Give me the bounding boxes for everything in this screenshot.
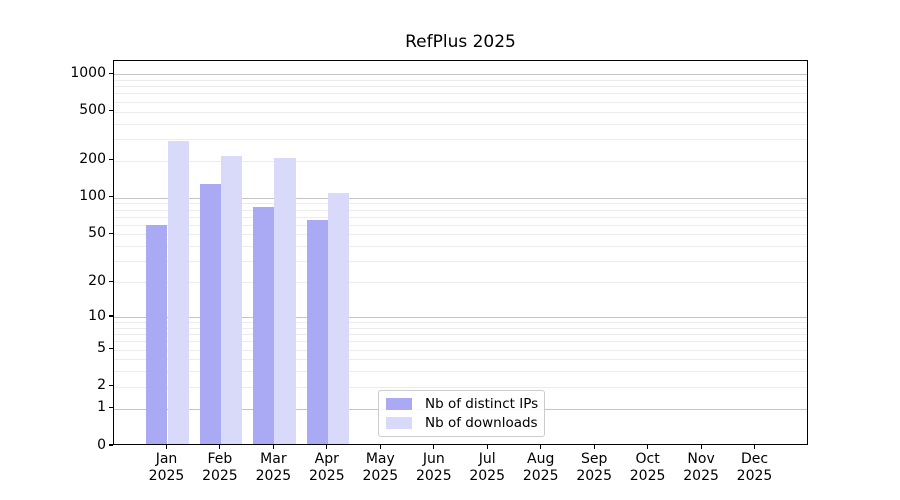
legend-swatch-distinct-ips xyxy=(386,398,412,410)
x-tick-mark xyxy=(165,445,168,449)
y-tick-mark xyxy=(109,385,113,387)
gridline-minor xyxy=(114,123,807,125)
legend-label-distinct-ips: Nb of distinct IPs xyxy=(425,396,539,412)
x-tick-label: Nov 2025 xyxy=(683,451,719,484)
y-tick-mark xyxy=(109,280,113,282)
x-tick-label: Sep 2025 xyxy=(576,451,612,484)
gridline-minor xyxy=(114,371,807,373)
y-tick-label: 2 xyxy=(97,377,106,394)
bar-downloads xyxy=(327,192,350,444)
y-tick-label: 200 xyxy=(79,151,106,168)
y-tick-mark xyxy=(109,444,113,446)
gridline-minor xyxy=(114,101,807,103)
gridline-minor xyxy=(114,359,807,361)
x-tick-label: Dec 2025 xyxy=(736,451,773,484)
y-tick-mark xyxy=(109,72,113,74)
y-tick-mark xyxy=(109,348,113,350)
bar-downloads xyxy=(167,141,189,444)
bar-downloads xyxy=(220,156,243,444)
y-tick-label: 5 xyxy=(97,340,106,357)
gridline-minor xyxy=(114,209,807,211)
x-tick-label: Aug 2025 xyxy=(522,451,559,484)
gridline-minor xyxy=(114,203,807,205)
x-tick-mark xyxy=(593,445,595,449)
gridline-minor xyxy=(114,111,807,113)
gridline-minor xyxy=(114,224,807,226)
gridline-minor xyxy=(114,282,807,284)
bar-downloads xyxy=(274,157,296,444)
gridline-minor xyxy=(114,334,807,336)
y-tick-label: 500 xyxy=(79,102,106,118)
gridline-minor xyxy=(114,261,807,263)
chart-title: RefPlus 2025 xyxy=(405,32,516,52)
x-tick-mark xyxy=(219,445,221,449)
bar-distinct-ips xyxy=(253,206,275,444)
gridline-major xyxy=(114,197,807,199)
x-tick-label: Feb 2025 xyxy=(202,451,238,484)
gridline-minor xyxy=(114,160,807,162)
x-tick-mark xyxy=(326,445,328,449)
gridline-major xyxy=(114,317,807,318)
gridline-minor xyxy=(114,246,807,248)
bar-distinct-ips xyxy=(146,224,168,444)
y-tick-label: 100 xyxy=(79,188,106,205)
x-tick-label: Apr 2025 xyxy=(308,451,345,484)
bar-distinct-ips xyxy=(199,184,221,444)
gridline-minor xyxy=(114,138,807,140)
legend-item-distinct-ips: Nb of distinct IPs xyxy=(386,396,539,412)
legend: Nb of distinct IPs Nb of downloads xyxy=(378,390,545,437)
legend-item-downloads: Nb of downloads xyxy=(386,415,538,431)
y-tick-label: 1 xyxy=(97,399,106,416)
x-tick-mark xyxy=(540,445,542,449)
y-tick-mark xyxy=(109,109,113,112)
y-tick-mark xyxy=(109,407,113,409)
x-tick-mark xyxy=(753,445,756,449)
y-tick-mark xyxy=(109,196,113,198)
gridline-minor xyxy=(114,349,807,351)
gridline-minor xyxy=(114,341,807,343)
gridline-minor xyxy=(114,234,807,236)
y-tick-mark xyxy=(109,232,113,234)
x-tick-mark xyxy=(433,445,435,449)
bar-distinct-ips xyxy=(306,220,328,444)
y-tick-label: 10 xyxy=(88,307,106,324)
x-tick-mark xyxy=(272,445,274,449)
y-tick-mark xyxy=(109,159,113,161)
x-tick-label: Jul 2025 xyxy=(469,451,505,484)
gridline-major xyxy=(114,74,807,76)
gridline-minor xyxy=(114,322,807,324)
x-tick-mark xyxy=(700,445,702,449)
y-tick-label: 20 xyxy=(88,272,106,289)
x-tick-label: Mar 2025 xyxy=(255,451,292,484)
y-tick-label: 0 xyxy=(97,436,106,453)
legend-label-downloads: Nb of downloads xyxy=(425,415,538,431)
gridline-minor xyxy=(114,216,807,218)
x-tick-mark xyxy=(486,445,488,449)
x-tick-label: Oct 2025 xyxy=(629,451,666,484)
x-tick-mark xyxy=(647,445,649,449)
gridline-minor xyxy=(114,79,807,81)
x-tick-label: Jan 2025 xyxy=(148,451,185,484)
x-tick-label: May 2025 xyxy=(362,451,399,484)
gridline-minor xyxy=(114,93,807,95)
gridline-minor xyxy=(114,327,807,329)
x-tick-label: Jun 2025 xyxy=(415,451,452,484)
y-tick-mark xyxy=(109,315,113,317)
gridline-minor xyxy=(114,86,807,88)
y-tick-label: 1000 xyxy=(70,64,106,81)
legend-swatch-downloads xyxy=(386,417,412,429)
y-tick-label: 50 xyxy=(88,224,106,241)
gridline-minor xyxy=(114,386,807,388)
x-tick-mark xyxy=(379,445,381,449)
plot-area xyxy=(113,60,808,445)
